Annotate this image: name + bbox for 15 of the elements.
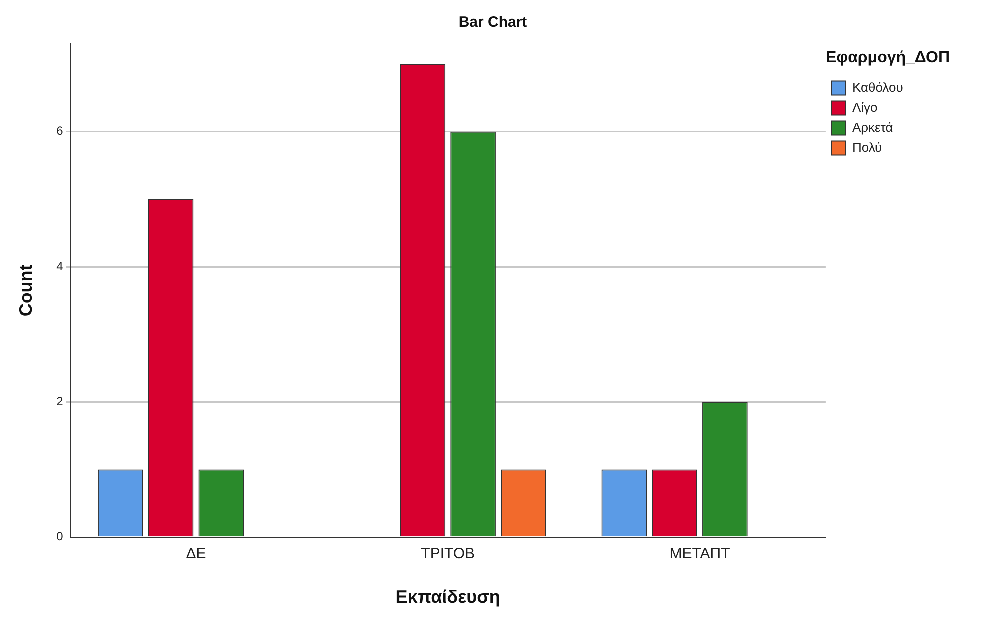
x-axis-title: Εκπαίδευση <box>396 587 500 608</box>
x-tick-label: ΜΕΤΑΠΤ <box>670 546 730 563</box>
legend-label: Αρκετά <box>852 120 894 135</box>
legend-label: Καθόλου <box>852 80 904 95</box>
x-tick-label: ΔΕ <box>186 546 206 563</box>
y-axis-title: Count <box>16 264 36 317</box>
y-tick-label: 2 <box>56 394 64 409</box>
y-tick-label: 4 <box>56 259 64 274</box>
x-tick-label: ΤΡΙΤΟΒ <box>421 546 476 563</box>
chart-title: Bar Chart <box>458 14 528 32</box>
legend-label: Πολύ <box>852 140 882 155</box>
y-tick-label: 0 <box>56 530 64 544</box>
legend-title: Εφαρμογή_ΔΟΠ <box>826 49 950 66</box>
legend-label: Λίγο <box>852 100 878 115</box>
y-tick-label: 6 <box>56 124 64 138</box>
